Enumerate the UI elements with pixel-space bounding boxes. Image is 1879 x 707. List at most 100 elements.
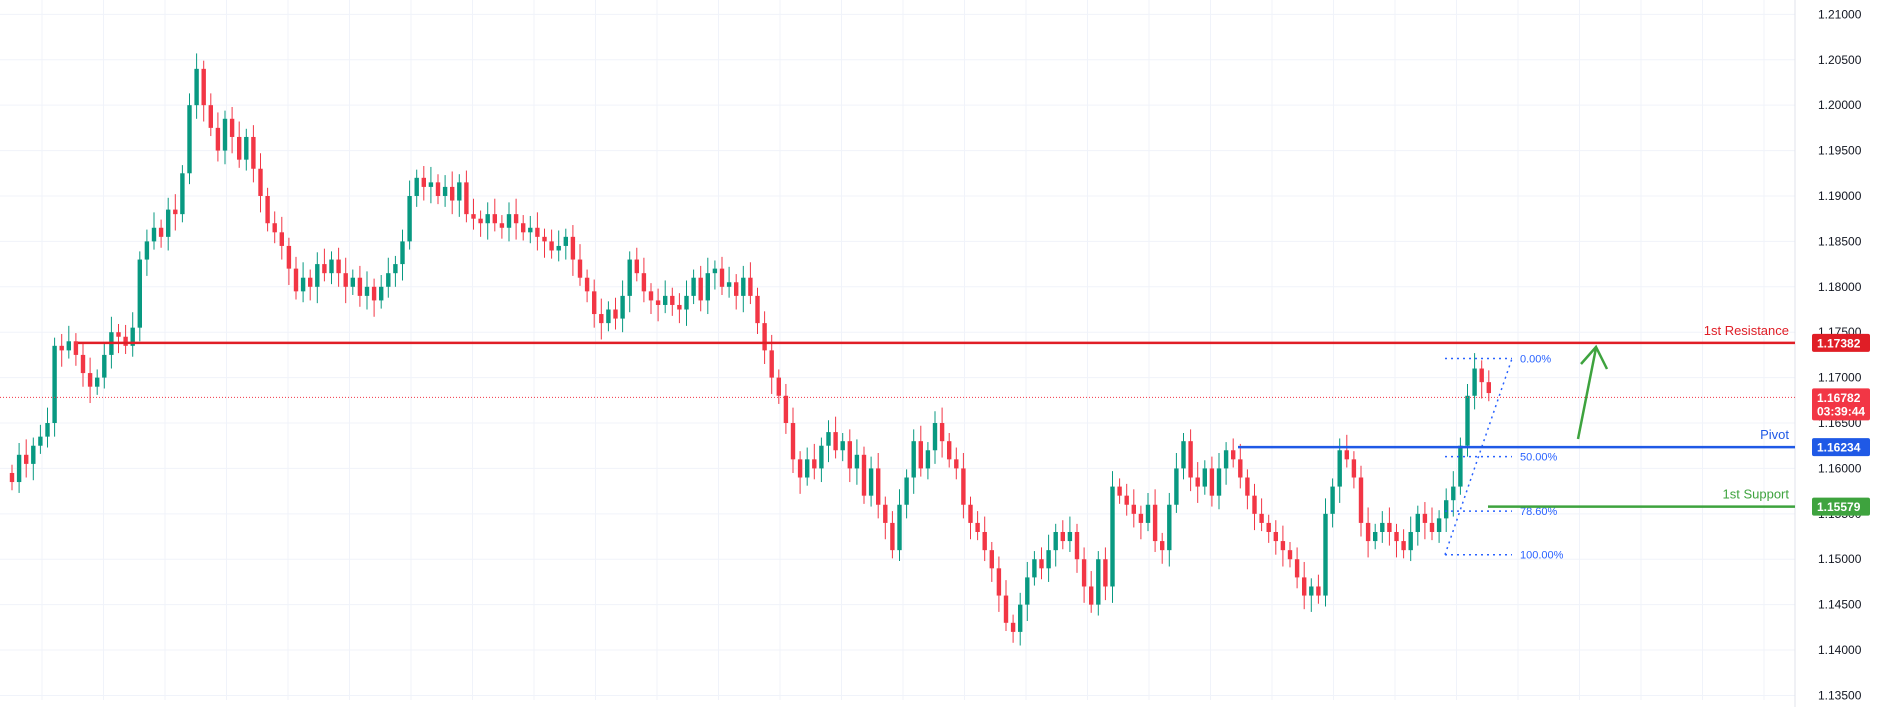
candle (868, 456, 874, 507)
candle-body (400, 241, 405, 265)
candle (308, 269, 313, 301)
candle-body (1252, 495, 1257, 514)
badge-value: 1.17382 (1817, 336, 1861, 350)
candle-body (670, 295, 675, 305)
candle-body (748, 277, 753, 296)
candle (698, 265, 703, 312)
candle-body (613, 309, 618, 319)
candle-body (961, 468, 966, 505)
candle (272, 211, 277, 244)
candle-body (897, 504, 902, 551)
candle-body (1479, 368, 1484, 383)
candle (826, 420, 831, 463)
candle (1209, 456, 1215, 507)
candle (244, 128, 249, 171)
candle-body (1259, 513, 1264, 523)
candle (513, 198, 519, 240)
candle-body (939, 423, 945, 442)
candle-body (1223, 450, 1229, 469)
current-price-value: 1.16782 (1817, 391, 1861, 405)
candle (677, 293, 682, 324)
candle (769, 334, 774, 394)
candle (116, 324, 121, 354)
candle (1451, 471, 1456, 517)
price-tick-label: 1.16000 (1818, 461, 1862, 475)
candle-body (819, 445, 824, 469)
candle-body (52, 345, 57, 424)
candle-body (840, 441, 845, 451)
candle (1018, 592, 1023, 646)
candle-body (1280, 541, 1286, 551)
horizontal-levels[interactable]: 1st Resistance Pivot 1st Support (0, 323, 1795, 508)
candle-body (300, 277, 306, 292)
candle (961, 452, 966, 519)
candle-body (719, 268, 725, 287)
candle-body (783, 395, 789, 424)
candle-body (663, 295, 668, 305)
candle (237, 121, 242, 168)
candle (648, 283, 654, 315)
candle-body (1174, 468, 1179, 505)
candle-body (805, 459, 810, 478)
candle (123, 324, 128, 354)
candle-body (492, 214, 497, 224)
candle (1259, 498, 1264, 532)
candle-body (734, 282, 739, 296)
candle-body (1025, 577, 1030, 605)
candle (982, 516, 987, 562)
candle (762, 311, 767, 364)
candle (932, 411, 938, 464)
candle-body (1160, 541, 1165, 551)
candle (1465, 383, 1470, 457)
candle (854, 439, 860, 485)
candle (535, 212, 540, 251)
price-axis[interactable]: 1.135001.140001.145001.150001.155001.160… (1812, 7, 1870, 702)
price-tick-label: 1.18000 (1818, 280, 1862, 294)
candle (9, 464, 15, 491)
candle (783, 383, 789, 434)
candle (1344, 434, 1349, 468)
candle-body (1124, 495, 1129, 505)
candle (1174, 452, 1179, 513)
candle-body (691, 277, 696, 296)
candle-body (677, 304, 682, 310)
candle (95, 369, 100, 395)
candle-body (755, 295, 760, 324)
level-label: 1st Support (1723, 487, 1790, 502)
candle (379, 274, 384, 309)
candle (428, 166, 434, 204)
candle (641, 257, 647, 303)
candle-body (535, 227, 540, 237)
candle-body (854, 454, 860, 469)
candle-body (158, 227, 164, 237)
candle (1337, 438, 1342, 503)
candle (577, 244, 583, 286)
candle-body (137, 259, 142, 328)
candle (748, 262, 753, 305)
candle-body (1373, 531, 1378, 542)
candle-body (293, 268, 299, 292)
candle (1074, 523, 1080, 573)
candle-body (982, 531, 987, 551)
candle-body (229, 118, 235, 137)
candle (1309, 578, 1314, 612)
candle (336, 247, 341, 287)
candle-body (1273, 531, 1278, 542)
candle (1287, 541, 1293, 568)
price-tick-label: 1.14000 (1818, 643, 1862, 657)
grid (0, 0, 1796, 707)
candle-body (1408, 531, 1413, 551)
candle-body (911, 441, 916, 478)
candle-body (45, 423, 50, 437)
candle (1380, 511, 1385, 543)
candle-body (130, 327, 135, 346)
candle-body (1486, 382, 1491, 394)
candle-body (16, 454, 22, 483)
candle (1444, 488, 1449, 532)
candle (1039, 547, 1044, 580)
fibonacci-retracement[interactable]: 0.00% 50.00% 78.60% 100.00% (1444, 354, 1564, 562)
candle (293, 256, 299, 300)
candle (499, 215, 505, 239)
candle (812, 443, 817, 480)
